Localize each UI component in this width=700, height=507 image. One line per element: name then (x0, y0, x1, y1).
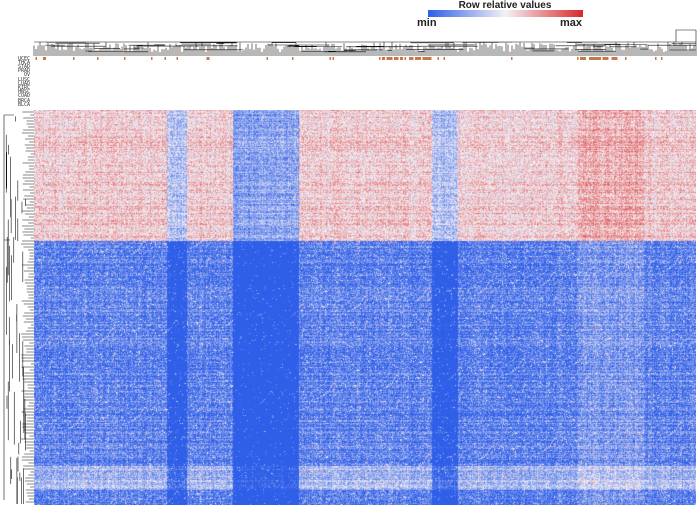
track-label-kirc: KIRC (17, 84, 30, 91)
track-label-stad: STAD (17, 63, 30, 70)
track-label-luad: LUAD (17, 80, 30, 87)
track-label-brca: BRCA (17, 97, 30, 104)
row-dendrogram-branches (3, 111, 34, 504)
track-label-lusc: LUSC (17, 76, 30, 83)
heatmap-cells (34, 110, 696, 505)
legend-max-label: max (560, 17, 583, 29)
track-label-hnsc: HNSC (17, 89, 30, 96)
row-dendrogram (3, 111, 34, 504)
track-label-blca: BLCA (17, 101, 30, 108)
legend-color-bar (428, 10, 583, 17)
track-label-ucec: UCEC (17, 55, 30, 62)
track-label-thca: THCA (17, 59, 30, 66)
column-dendrogram (33, 29, 697, 56)
legend-min-label: min (417, 17, 437, 29)
track-label-ov: OV (23, 72, 30, 79)
track-label-coad: COAD (17, 93, 30, 100)
annotation-tracks (35, 57, 663, 60)
legend-title: Row relative values (458, 0, 552, 11)
column-dendrogram-branches (33, 29, 697, 56)
track-ucec (35, 57, 663, 60)
track-label-prad: PRAD (17, 68, 30, 75)
